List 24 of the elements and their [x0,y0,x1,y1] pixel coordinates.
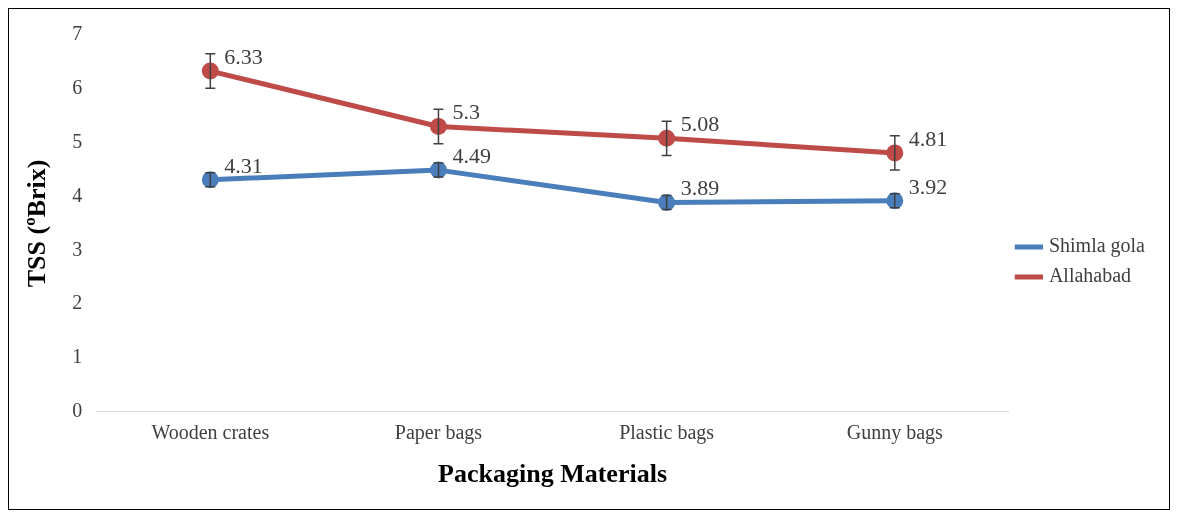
x-tick-label: Paper bags [394,421,483,445]
legend-label: Shimla gola [1048,234,1146,258]
y-tick-label: 7 [72,22,83,45]
data-label: 3.92 [908,173,948,199]
y-tick-label: 1 [72,345,83,368]
y-tick-label: 3 [72,237,83,260]
data-label: 3.89 [680,175,720,201]
y-tick-label: 6 [72,76,83,99]
x-axis-title: Packaging Materials [438,459,668,489]
x-tick-label: Gunny bags [846,421,944,445]
data-label: 4.31 [224,152,263,178]
y-tick-label: 0 [72,399,83,422]
x-tick-label: Plastic bags [619,421,715,445]
data-label: 4.49 [452,142,491,168]
y-tick-label: 4 [72,183,83,206]
y-axis-title: TSS (ºBrix) [22,159,52,288]
data-label: 5.08 [680,111,720,137]
x-tick-label: Wooden crates [151,421,270,444]
y-tick-label: 5 [72,129,83,152]
y-tick-label: 2 [72,291,83,314]
data-label: 4.81 [908,125,948,151]
data-label: 6.33 [224,43,263,69]
legend-label: Allahabad [1048,264,1132,287]
data-label: 5.3 [452,99,480,125]
